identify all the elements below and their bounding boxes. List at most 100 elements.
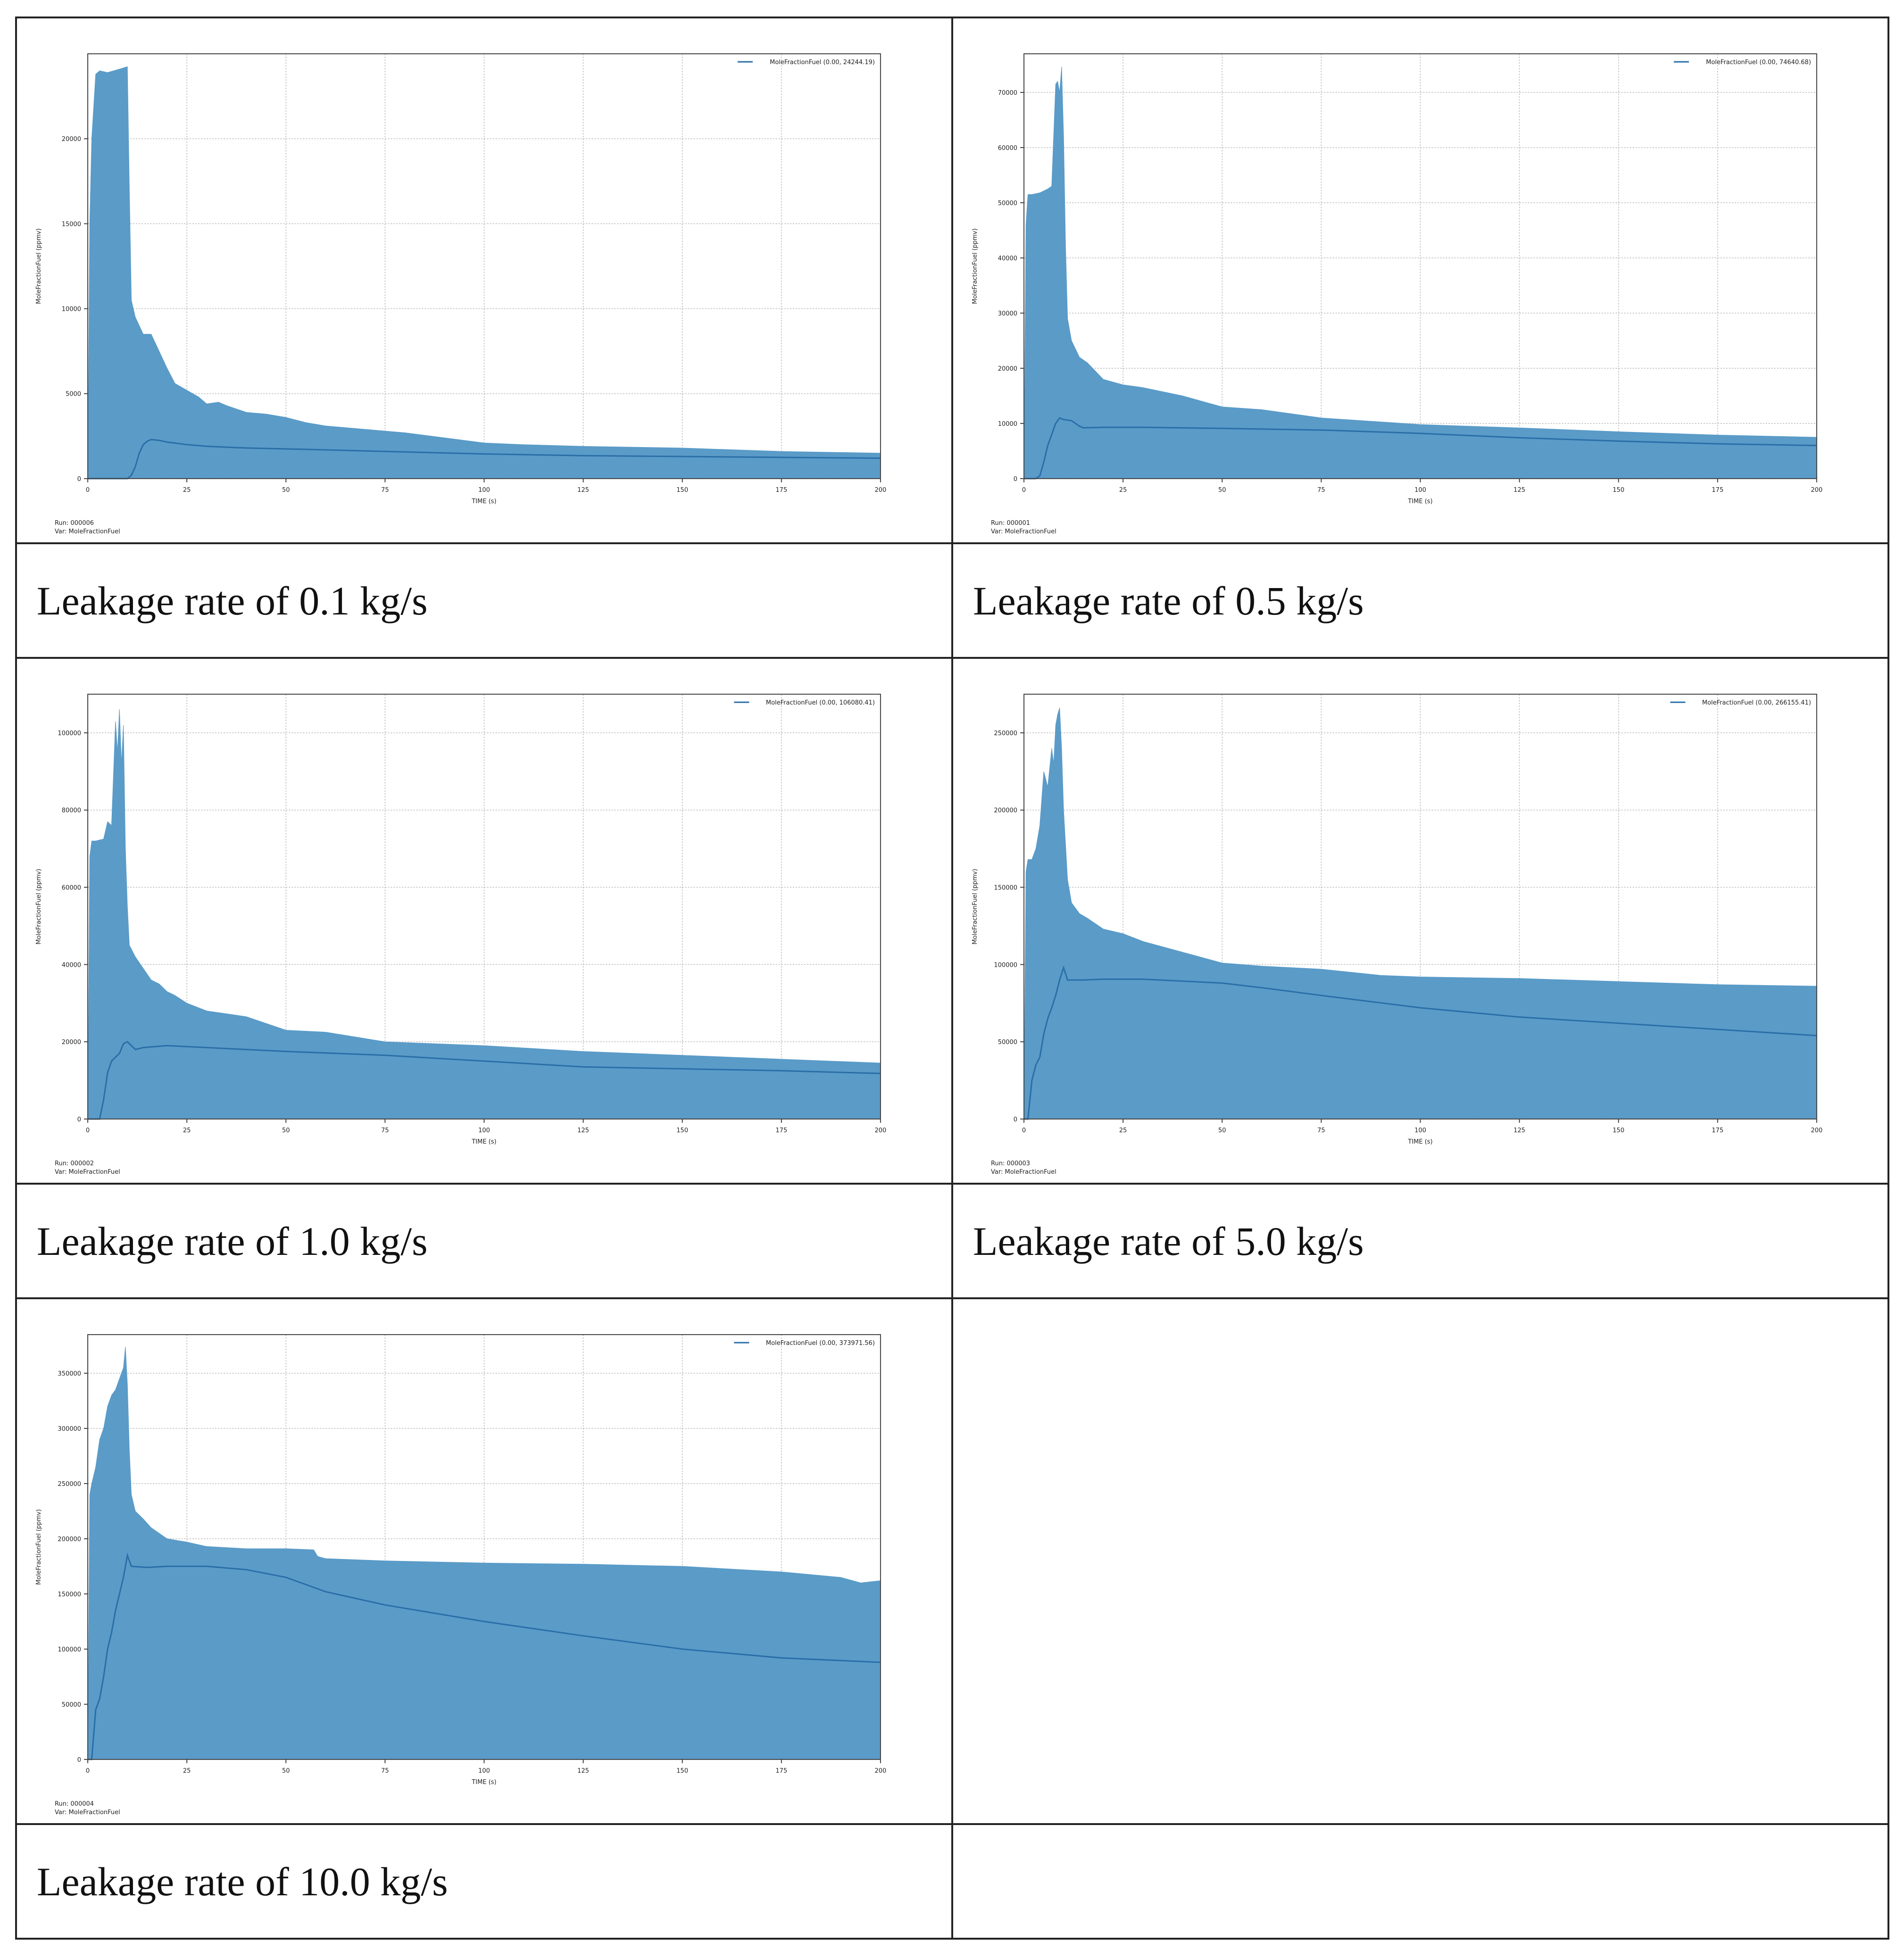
y-tick-label-4: 20000 [62,136,81,143]
legend: MoleFractionFuel (0.00, 74640.68) [1673,59,1811,66]
footer-text-1: Var: MoleFractionFuel [55,1169,120,1176]
x-tick-label-7: 175 [1712,1127,1723,1134]
x-tick-label-2: 50 [1218,487,1226,494]
caption-0: Leakage rate of 0.1 kg/s [37,578,428,623]
y-axis-label: MoleFractionFuel (ppmv) [972,228,979,304]
y-tick-label-0: 0 [77,476,81,483]
x-tick-label-5: 125 [577,1767,589,1775]
y-tick-label-4: 80000 [62,807,81,814]
figure-table: 0 25 50 75 100 125 150 175 200 0 5000 10000 15000 200… [15,17,1889,1940]
legend-label: MoleFractionFuel (0.00, 266155.41) [1702,699,1811,706]
series-line [88,1552,881,1760]
footer-text-0: Run: 000002 [55,1160,94,1167]
y-tick-label-3: 15000 [62,221,81,228]
y-tick-label-6: 300000 [58,1426,81,1433]
x-tick-label-5: 125 [1513,1127,1525,1134]
caption-4: Leakage rate of 10.0 kg/s [37,1859,448,1904]
x-tick-label-0: 0 [1022,1127,1026,1134]
x-axis-label: TIME (s) [471,498,496,505]
x-tick-label-5: 125 [577,487,589,494]
caption-2: Leakage rate of 1.0 kg/s [37,1218,428,1264]
y-tick-label-2: 10000 [62,306,81,313]
footer-text-1: Var: MoleFractionFuel [55,1809,120,1816]
x-tick-label-4: 100 [1414,487,1426,494]
y-tick-label-4: 200000 [994,807,1017,814]
y-tick-label-3: 150000 [994,885,1017,892]
x-tick-label-3: 75 [1317,1127,1325,1134]
caption-3: Leakage rate of 5.0 kg/s [973,1218,1364,1264]
y-tick-label-2: 40000 [62,962,81,969]
y-tick-label-0: 0 [77,1757,81,1764]
legend-label: MoleFractionFuel (0.00, 24244.19) [770,59,875,66]
x-tick-label-0: 0 [1022,487,1026,494]
series-line [88,1041,881,1120]
chart-3: 0 25 50 75 100 125 150 175 200 0 50000 100000 150000… [972,694,1823,1176]
empty-cell-caption [951,1823,1889,1940]
legend-label: MoleFractionFuel (0.00, 106080.41) [766,699,875,706]
y-tick-label-1: 10000 [998,421,1017,428]
caption-cell-2: Leakage rate of 1.0 kg/s [15,1183,953,1299]
footer-text-0: Run: 000004 [55,1801,94,1808]
y-axis-label: MoleFractionFuel (ppmv) [35,1509,42,1585]
x-tick-label-3: 75 [1317,487,1325,494]
legend: MoleFractionFuel (0.00, 106080.41) [734,699,875,706]
caption-cell-3: Leakage rate of 5.0 kg/s [951,1183,1889,1299]
footer-text-0: Run: 000006 [55,520,94,527]
caption-cell-1: Leakage rate of 0.5 kg/s [951,542,1889,659]
chart-cell-3: 0 25 50 75 100 125 150 175 200 0 50000 100000 150000… [951,657,1889,1185]
x-tick-label-3: 75 [381,487,389,494]
x-tick-label-4: 100 [478,487,490,494]
chart-2: 0 25 50 75 100 125 150 175 200 0 20000 40000 60000 80… [35,694,886,1176]
chart-0: 0 25 50 75 100 125 150 175 200 0 5000 10000 15000 200… [35,53,886,535]
x-tick-label-8: 200 [875,1767,887,1775]
x-tick-label-2: 50 [282,487,290,494]
x-tick-label-6: 150 [676,1127,688,1134]
x-tick-label-0: 0 [86,1767,90,1775]
envelope-area [87,66,881,479]
y-tick-label-0: 0 [1014,1116,1017,1123]
x-tick-label-0: 0 [86,1127,90,1134]
x-axis-label: TIME (s) [471,1138,496,1145]
legend-label: MoleFractionFuel (0.00, 373971.56) [766,1340,875,1347]
y-tick-label-1: 50000 [62,1701,81,1709]
y-tick-label-2: 100000 [58,1646,81,1653]
x-tick-label-7: 175 [775,1127,787,1134]
x-tick-label-2: 50 [1218,1127,1226,1134]
envelope-area [1023,707,1817,1120]
series-line [1024,417,1817,480]
y-tick-label-2: 100000 [994,962,1017,969]
caption-1: Leakage rate of 0.5 kg/s [973,578,1364,623]
footer-text-1: Var: MoleFractionFuel [55,528,120,535]
x-tick-label-0: 0 [86,487,90,494]
y-tick-label-0: 0 [77,1116,81,1123]
x-tick-label-1: 25 [1119,1127,1127,1134]
y-tick-label-3: 60000 [62,885,81,892]
x-tick-label-4: 100 [478,1127,490,1134]
footer-text-0: Run: 000001 [991,520,1030,527]
grid [87,54,881,479]
x-tick-label-8: 200 [1811,1127,1823,1134]
y-tick-label-5: 250000 [58,1481,81,1488]
x-tick-label-1: 25 [183,1767,191,1775]
chart-4: 0 25 50 75 100 125 150 175 200 0 50000 100000 150000… [35,1334,887,1816]
x-tick-label-5: 125 [1513,487,1525,494]
x-tick-label-4: 100 [1414,1127,1426,1134]
y-tick-label-1: 5000 [66,391,81,398]
y-tick-label-1: 50000 [998,1039,1017,1046]
legend: MoleFractionFuel (0.00, 24244.19) [737,59,875,66]
x-tick-label-8: 200 [1811,487,1823,494]
chart-1: 0 25 50 75 100 125 150 175 200 0 10000 20000 30000 40… [972,53,1823,535]
footer-text-1: Var: MoleFractionFuel [991,1169,1056,1176]
series-line [88,439,881,480]
envelope-area [87,1346,881,1760]
x-tick-label-6: 150 [1613,487,1624,494]
empty-cell-chart [951,1297,1889,1825]
chart-cell-0: 0 25 50 75 100 125 150 175 200 0 5000 10000 15000 200… [15,17,953,544]
legend-label: MoleFractionFuel (0.00, 74640.68) [1706,59,1811,66]
x-axis-label: TIME (s) [1407,498,1432,505]
y-tick-label-4: 200000 [58,1536,81,1543]
y-tick-label-5: 50000 [998,200,1017,207]
y-tick-label-5: 100000 [58,730,81,737]
y-tick-label-0: 0 [1014,476,1017,483]
x-tick-label-7: 175 [775,487,787,494]
